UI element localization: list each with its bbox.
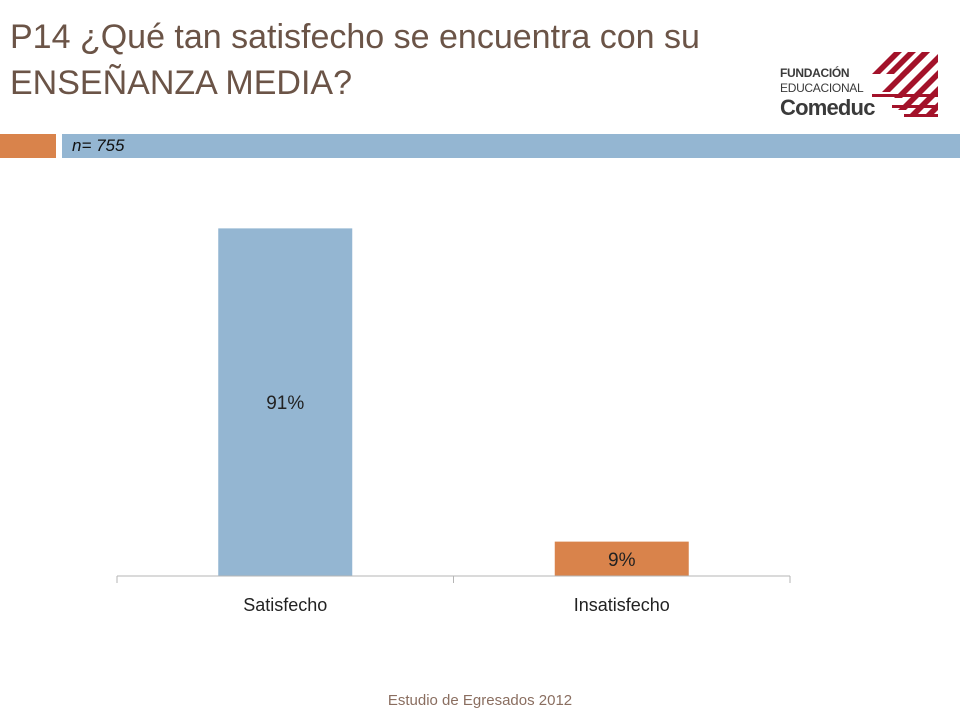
comeduc-logo: FUNDACIÓN EDUCACIONAL Comeduc xyxy=(776,46,946,124)
bar-insatisfecho xyxy=(554,541,689,576)
slide-title-line-2: ENSEÑANZA MEDIA? xyxy=(10,64,352,102)
bar-satisfecho xyxy=(218,228,353,576)
category-label-insatisfecho: Insatisfecho xyxy=(574,595,670,615)
logo-text-fundacion: FUNDACIÓN xyxy=(780,66,850,80)
comeduc-logo-mark-icon xyxy=(872,52,938,117)
logo-text-educacional: EDUCACIONAL xyxy=(780,81,864,95)
chart-axis xyxy=(116,575,791,583)
footer-text: Estudio de Egresados 2012 xyxy=(387,692,573,709)
accent-band-orange xyxy=(0,134,56,158)
category-label-satisfecho: Satisfecho xyxy=(243,595,327,615)
chart-bars xyxy=(218,228,689,576)
sample-size-label: n= 755 xyxy=(72,136,125,155)
slide-title-line-1: P14 ¿Qué tan satisfecho se encuentra con… xyxy=(10,18,700,56)
slide-title: P14 ¿Qué tan satisfecho se encuentra con… xyxy=(10,14,770,106)
accent-band-blue: n= 755 xyxy=(62,134,960,158)
chart-labels: 91% Satisfecho 9% Insatisfecho xyxy=(243,393,670,615)
data-label-insatisfecho: 9% xyxy=(608,550,636,571)
data-label-satisfecho: 91% xyxy=(266,393,304,414)
logo-text-comeduc: Comeduc xyxy=(780,95,875,120)
